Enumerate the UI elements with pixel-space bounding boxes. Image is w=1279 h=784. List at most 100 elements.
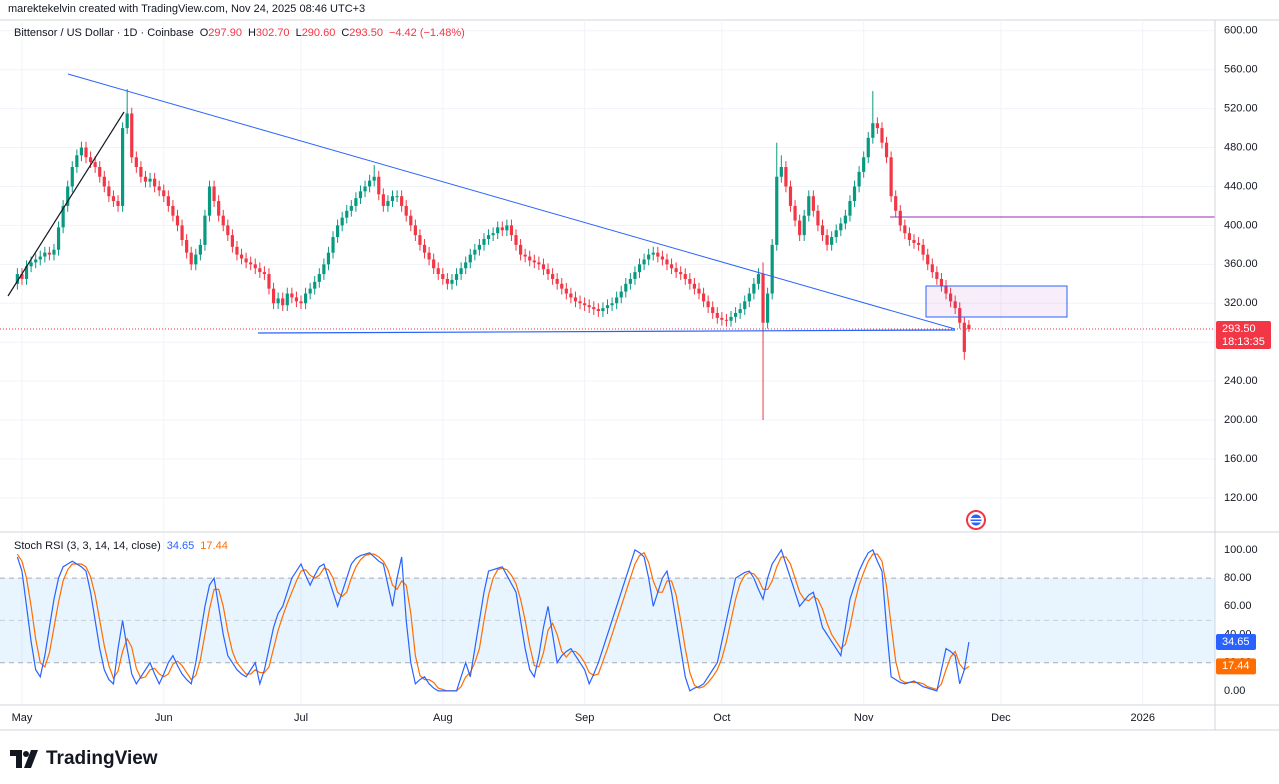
candle-body	[358, 191, 363, 199]
candle-body	[628, 278, 632, 284]
candle-body	[692, 283, 697, 289]
candle-body	[884, 142, 889, 158]
candle-body	[326, 252, 331, 265]
candle-body	[189, 252, 193, 265]
candle-body	[875, 123, 879, 129]
candle-body	[313, 281, 317, 289]
x-tick-label: Sep	[575, 712, 595, 724]
candle-body	[153, 178, 157, 187]
candle-body	[578, 301, 582, 304]
candle-body	[843, 215, 847, 224]
y-tick-label: 240.00	[1224, 375, 1258, 387]
candle-body	[871, 123, 875, 138]
candle-body	[166, 196, 170, 206]
candle-body	[514, 235, 518, 245]
candle-body	[395, 196, 399, 198]
candle-body	[811, 196, 815, 211]
legend-key: H	[247, 27, 256, 39]
candle-body	[56, 227, 61, 250]
candle-body	[651, 252, 655, 255]
candle-body	[102, 176, 106, 187]
candle-body	[967, 324, 971, 330]
candle-body	[454, 274, 459, 280]
candle-body	[436, 268, 440, 275]
candle-body	[756, 274, 761, 284]
y-tick-label: 120.00	[1224, 492, 1258, 504]
candle-body	[518, 244, 523, 255]
candle-body	[816, 210, 820, 226]
candle-body	[866, 137, 870, 158]
zone-rectangle	[925, 285, 1068, 318]
last-price-label: 293.50	[1222, 323, 1256, 335]
candle-body	[148, 178, 152, 182]
legend-value: 297.90	[208, 27, 242, 39]
x-tick-label: Oct	[713, 712, 730, 724]
legend-change: −4.42 (−1.48%)	[388, 27, 465, 39]
candle-body	[894, 196, 898, 211]
candle-body	[24, 266, 29, 279]
candle-body	[180, 225, 184, 241]
candle-body	[944, 285, 948, 294]
candle-body	[249, 262, 253, 265]
axes: 120.00160.00200.00240.00280.00320.00360.…	[0, 19, 1279, 731]
candle-body	[775, 176, 779, 245]
candle-body	[701, 293, 706, 302]
x-tick-label: May	[12, 712, 33, 724]
support-line	[257, 329, 956, 334]
candle-body	[450, 279, 454, 284]
candle-body	[52, 249, 56, 255]
candle-body	[505, 225, 509, 231]
candle-body	[601, 308, 605, 312]
candle-body	[788, 186, 793, 206]
candle-body	[253, 264, 257, 269]
candle-body	[834, 230, 838, 238]
candle-body	[20, 274, 24, 279]
candle-body	[217, 201, 221, 216]
candle-body	[226, 225, 230, 236]
candle-body	[633, 272, 637, 279]
candle-body	[779, 167, 783, 177]
candle-body	[445, 278, 449, 284]
candle-body	[798, 220, 802, 236]
candle-body	[75, 155, 79, 168]
candle-body	[669, 264, 674, 269]
legend-value: 293.50	[349, 27, 383, 39]
x-tick-label: Jul	[294, 712, 308, 724]
candle-body	[610, 303, 614, 306]
candle-body	[711, 307, 715, 313]
candle-body	[262, 272, 267, 275]
symbol-title: Bittensor / US Dollar · 1D · Coinbase	[14, 27, 194, 39]
candle-body	[88, 157, 93, 163]
candle-body	[66, 186, 70, 206]
candle-body	[766, 293, 770, 323]
y-tick-label: 360.00	[1224, 258, 1258, 270]
flag-icon	[966, 510, 986, 530]
candle-body	[294, 297, 299, 302]
candle-body	[560, 283, 564, 289]
candle-body	[862, 157, 866, 172]
logo-text: TradingView	[46, 748, 158, 769]
candle-body	[948, 293, 953, 302]
candle-body	[619, 291, 623, 298]
candle-body	[583, 303, 587, 306]
candle-body	[532, 260, 536, 263]
candle-body	[962, 322, 966, 352]
candle-body	[747, 293, 751, 302]
candle-body	[752, 283, 756, 294]
candle-body	[573, 297, 578, 302]
candle-body	[523, 254, 527, 257]
countdown-label: 18:13:35	[1222, 336, 1265, 348]
candle-body	[125, 113, 129, 129]
candle-body	[422, 244, 427, 253]
candle-body	[477, 244, 482, 250]
candle-body	[953, 301, 957, 309]
candle-body	[290, 293, 294, 298]
candle-body	[79, 147, 84, 156]
candle-body	[509, 225, 514, 236]
candle-body	[802, 215, 806, 236]
logo-icon	[10, 750, 38, 768]
candle-body	[807, 196, 811, 216]
candle-body	[84, 147, 88, 158]
